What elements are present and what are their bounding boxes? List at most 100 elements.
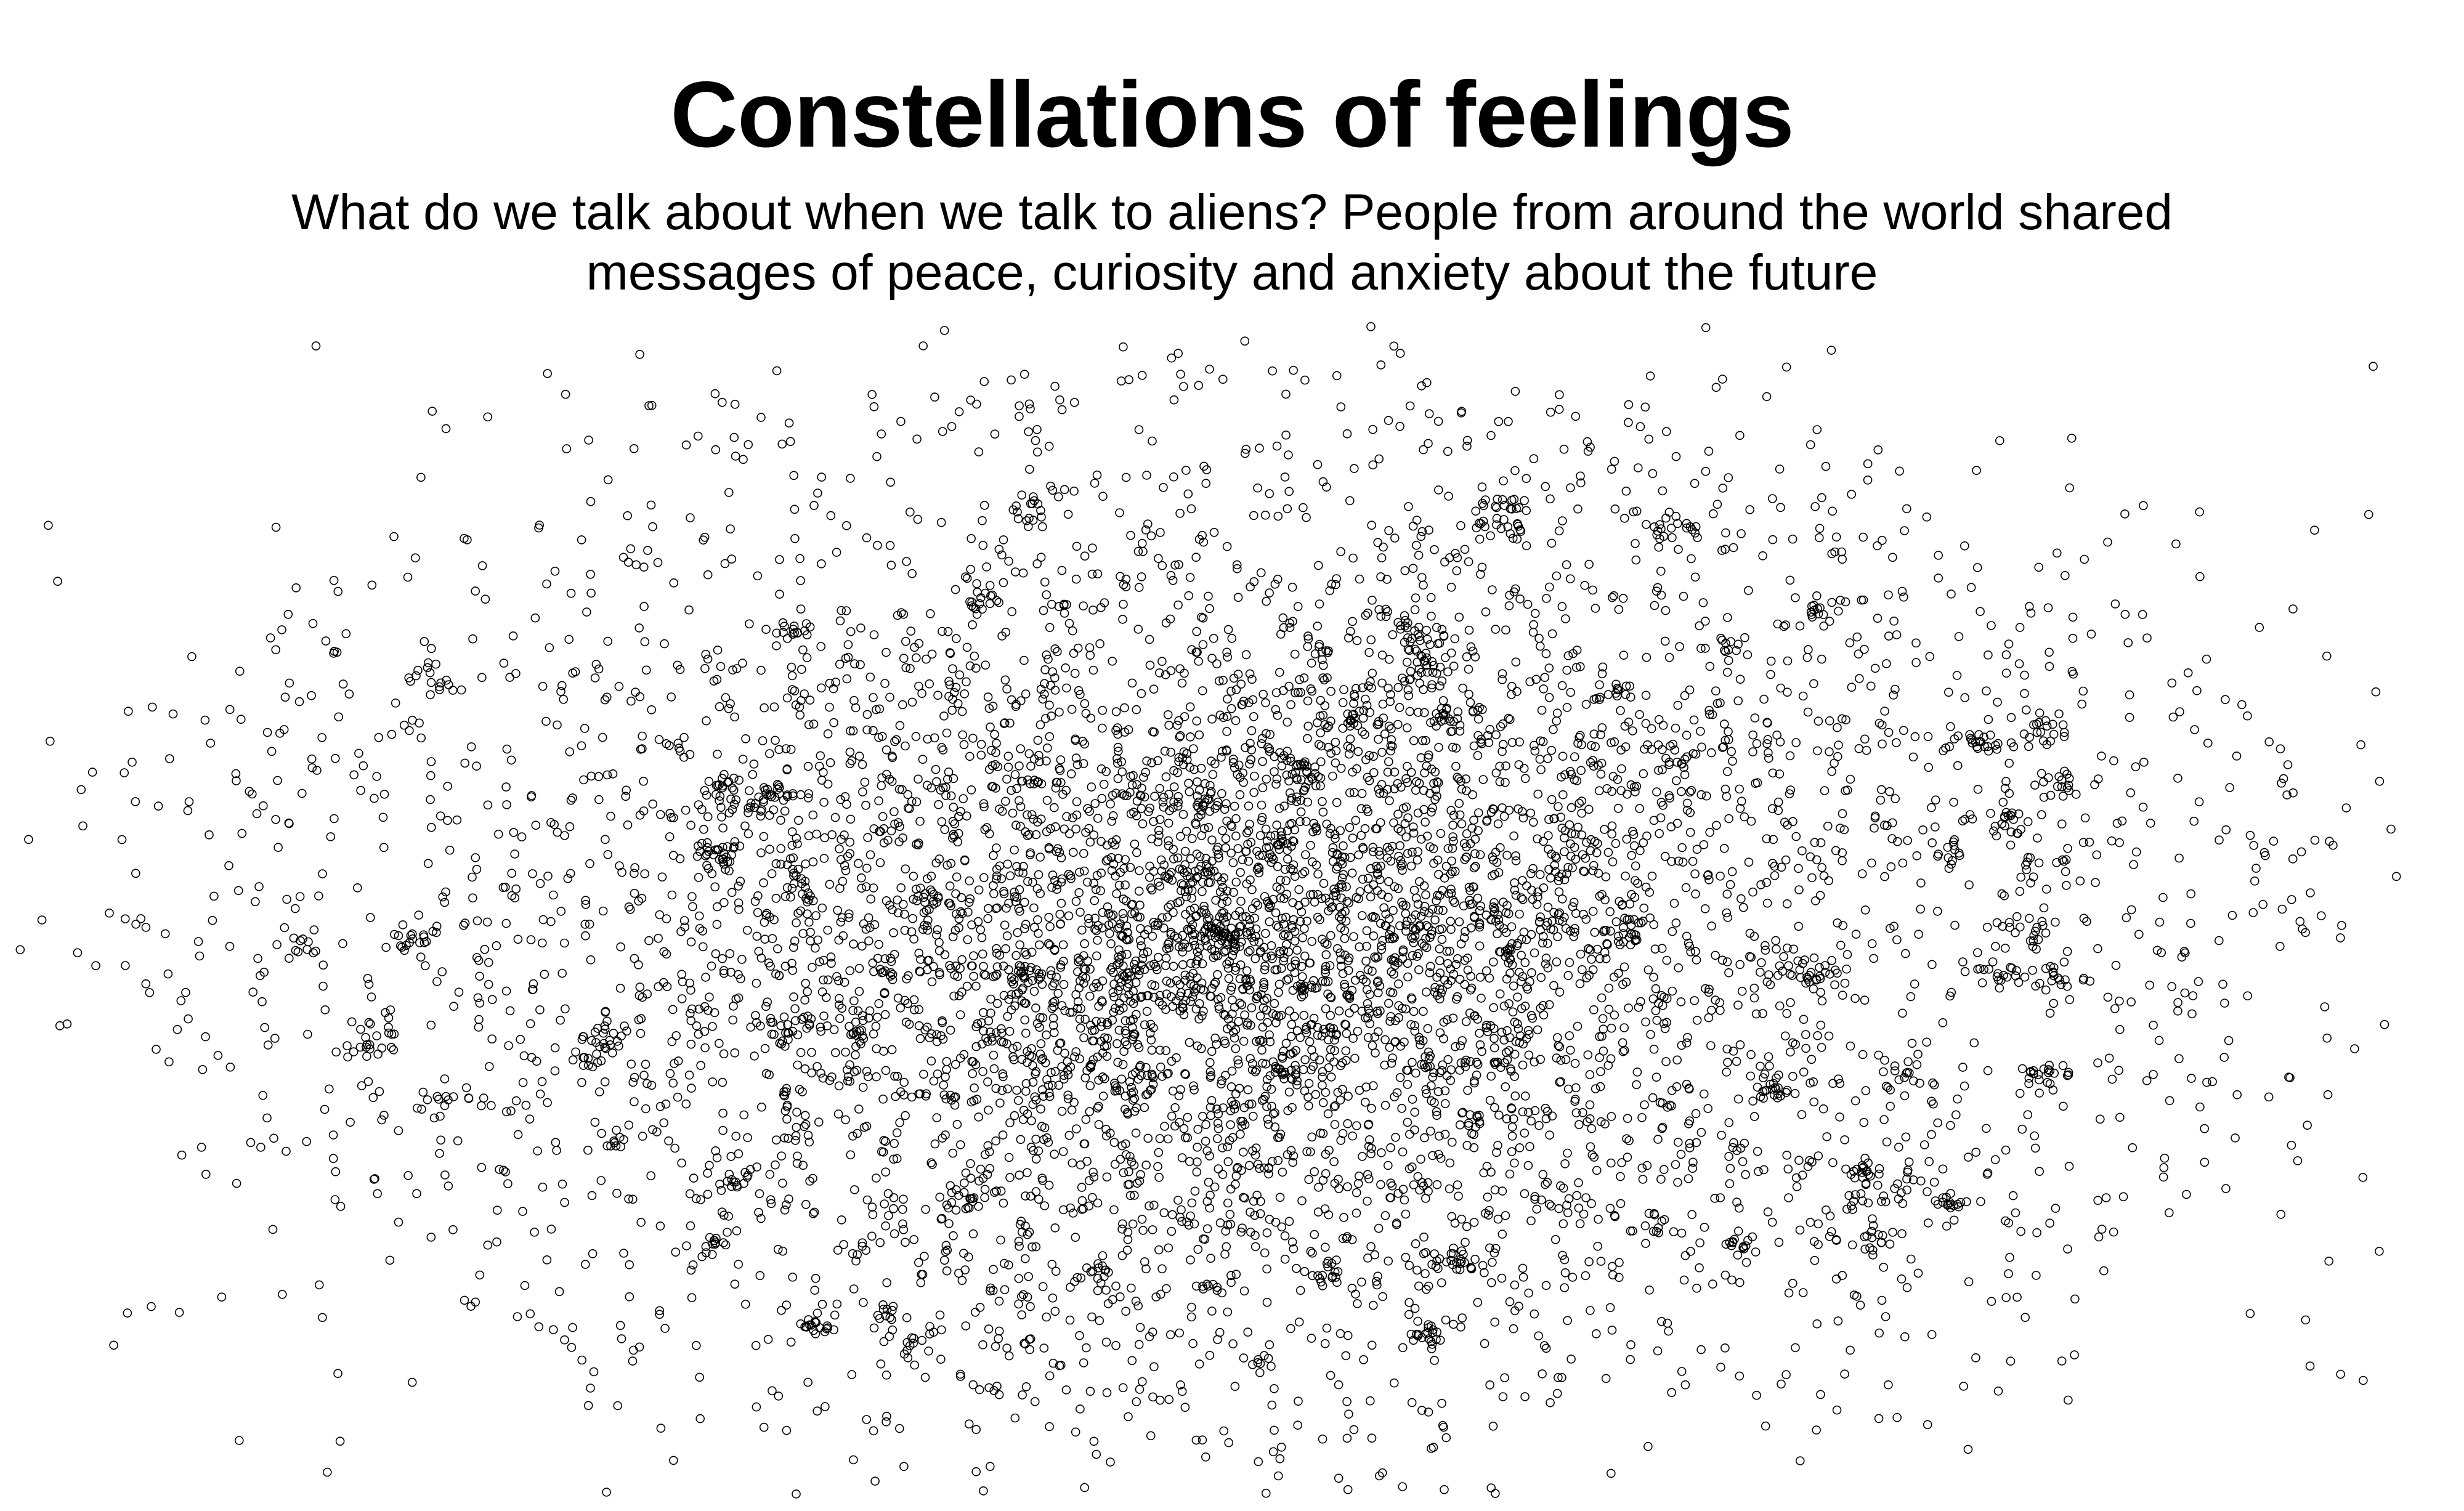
scatter-point [277,1290,287,1299]
scatter-point [1217,899,1227,909]
scatter-point [1021,1029,1031,1038]
scatter-point [777,1305,786,1315]
scatter-point [1111,1281,1121,1291]
scatter-point [1641,719,1651,728]
scatter-point [1256,1197,1265,1206]
scatter-point [1482,1021,1491,1030]
scatter-point [1784,961,1793,971]
scatter-point [686,1039,696,1049]
scatter-point [846,1150,856,1160]
scatter-point [1384,655,1394,664]
scatter-point [1592,1165,1602,1175]
scatter-point [949,991,958,1001]
scatter-point [375,1087,384,1096]
scatter-point [1582,838,1591,847]
scatter-point [1154,952,1163,962]
scatter-point [1154,1173,1164,1182]
scatter-point [1010,770,1020,779]
scatter-point [1024,1228,1034,1237]
scatter-point [1051,822,1060,832]
scatter-point [1489,898,1499,907]
scatter-point [1132,1178,1142,1188]
scatter-point [928,1160,937,1169]
scatter-point [426,757,436,766]
scatter-point [612,1188,622,1198]
scatter-point [571,1047,580,1057]
scatter-point [1134,886,1144,896]
scatter-point [1100,1033,1109,1043]
scatter-point [1031,1154,1041,1164]
scatter-point [1631,876,1640,885]
scatter-point [2059,727,2069,737]
scatter-point [1511,851,1520,861]
scatter-point [1015,411,1024,421]
scatter-point [1702,791,1711,801]
scatter-point [703,570,713,580]
scatter-point [1125,862,1135,872]
scatter-point [421,961,430,971]
scatter-point [1050,1306,1060,1316]
scatter-point [1461,1017,1471,1026]
scatter-point [1260,1248,1270,1258]
scatter-point [1155,668,1164,678]
scatter-point [1577,808,1586,818]
scatter-point [1245,819,1254,829]
scatter-point [1836,941,1846,950]
scatter-point [1128,1219,1138,1229]
scatter-point [777,1151,786,1161]
scatter-point [1901,1132,1911,1142]
scatter-point [691,1194,701,1204]
scatter-point [1150,981,1160,990]
scatter-point [1530,746,1540,756]
scatter-point [826,952,836,962]
scatter-point [1113,743,1123,752]
scatter-point [1464,557,1473,567]
scatter-point [971,663,981,673]
scatter-point [1782,1151,1791,1160]
scatter-point [2094,1232,2104,1242]
scatter-point [1169,854,1178,864]
scatter-point [1349,699,1358,708]
scatter-point [963,907,973,917]
scatter-point [749,760,759,769]
scatter-point [280,692,290,702]
scatter-point [1353,1026,1363,1036]
scatter-point [1638,1175,1648,1184]
scatter-point [631,687,640,697]
scatter-point [1117,789,1127,798]
scatter-point [1464,625,1474,635]
scatter-point [1316,695,1326,705]
scatter-point [1435,681,1445,691]
scatter-point [943,627,953,636]
scatter-point [2126,997,2136,1007]
scatter-point [797,665,806,674]
scatter-point [773,944,782,954]
scatter-point [1048,667,1057,676]
scatter-point [647,705,656,715]
scatter-point [848,1132,857,1141]
scatter-point [1707,922,1716,931]
scatter-point [1176,832,1185,841]
scatter-point [550,1043,560,1053]
scatter-point [1142,1007,1152,1016]
scatter-point [1268,366,1277,376]
scatter-point [1192,716,1201,726]
scatter-point [929,1076,939,1086]
scatter-point [1425,968,1435,978]
scatter-point [1874,1050,1883,1060]
scatter-point [967,785,976,795]
scatter-point [1457,1313,1467,1323]
scatter-point [1552,708,1562,718]
scatter-point [1621,871,1630,881]
scatter-point [779,1012,789,1022]
scatter-point [1042,590,1052,599]
scatter-point [670,1143,679,1153]
scatter-point [830,812,840,822]
scatter-point [1298,869,1307,878]
scatter-point [1660,636,1670,646]
scatter-point [1053,647,1062,656]
scatter-point [1047,711,1056,721]
scatter-point [1080,1073,1090,1083]
scatter-point [782,693,792,703]
scatter-point [2224,1035,2234,1045]
